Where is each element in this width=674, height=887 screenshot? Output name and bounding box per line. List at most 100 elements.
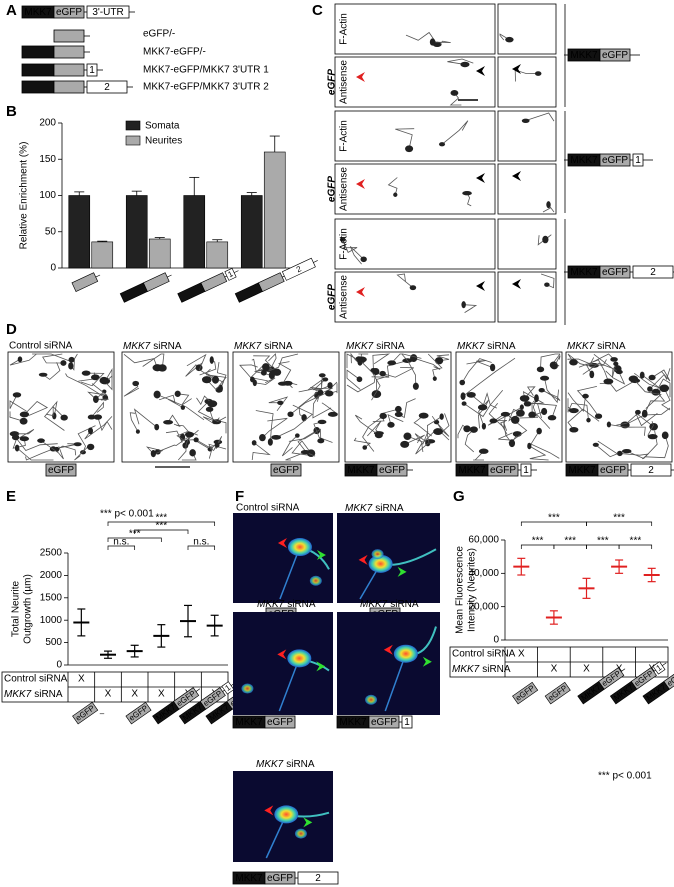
neurite [449,92,462,106]
neurite [129,412,139,432]
significance-label: *** [155,521,167,532]
cell-body [500,411,511,417]
cell-body [463,425,471,433]
cell-body [180,405,186,410]
neurite [65,373,106,398]
cell-body [541,407,548,415]
cell-body [12,392,22,398]
fluorescence-image [233,612,333,715]
neurite [567,358,595,366]
neurite [414,431,429,445]
neurite [285,451,306,461]
neurite [567,353,595,368]
table-cell: X [131,689,138,700]
construct-name: eGFP/- [143,29,175,40]
neurite [358,358,381,401]
bracket [107,521,216,526]
cell-body [400,440,410,448]
neurite [354,414,380,436]
cell-body [418,412,429,419]
image-frame [334,3,496,55]
cell-body [152,364,163,372]
cell-body [357,356,367,363]
bar [148,238,171,269]
significance-bracket: *** [553,536,587,549]
micrograph [497,3,557,55]
arrowhead [264,805,274,816]
neurite [262,417,288,438]
significance-label: n.s. [113,537,129,548]
image-frame [334,271,496,323]
table-cell: X [158,689,165,700]
gene-name: MKK7 [123,341,151,352]
error-bar [269,135,280,152]
cell-body [466,391,476,398]
arrowhead [358,554,368,565]
construct-label: eGFP [514,683,536,702]
sirna-suffix: siRNA [597,341,626,352]
y-tick-label: 20,000 [468,601,499,612]
table-cell: X [551,664,558,675]
image-frame [497,3,557,55]
cell-body [260,369,267,376]
neurite [177,434,190,461]
neurite [464,429,475,453]
sirna-title: MKK7 siRNA [567,341,626,352]
neurite [633,378,662,409]
arrowhead [512,279,521,289]
construct-glyph: MKK7 eGFP 1 [564,153,653,167]
panel-label: E [6,488,16,505]
cell-body [459,379,466,386]
neurite [307,375,323,391]
cell-body [489,363,496,372]
cell-body [214,442,220,448]
construct-glyph: – [100,709,105,718]
gene-name: MKK7 [457,341,485,352]
error-bar [97,240,108,242]
cell-body [433,428,443,436]
neurite [608,424,646,436]
error-bar [154,237,165,239]
arrowhead [356,179,365,189]
arrowhead [476,173,485,183]
bracket [107,537,162,542]
y-tick-label: 500 [45,637,62,648]
micrograph [565,351,673,463]
fluorescence-image [337,513,440,603]
cell-body [93,414,103,420]
construct-box [224,267,237,281]
image-frame [233,513,333,603]
cell-body [37,438,45,443]
gene-name: MKK7 [256,759,284,770]
neurite [84,416,113,440]
neurite [9,394,27,412]
sirna-suffix: siRNA [286,759,315,770]
cell-body [301,414,307,422]
neurite [362,415,384,452]
cell-body [11,434,20,441]
micrograph [497,110,557,162]
neurite [463,304,478,313]
neurite [239,364,258,380]
construct-label: eGFP [602,50,628,61]
panel-label: B [6,103,17,120]
cell-body [628,375,639,383]
cell-body [19,417,28,425]
micrograph [497,163,557,215]
neurite [645,435,669,459]
cell-body [379,412,387,420]
construct-label: – [100,709,105,718]
neurite [436,354,450,362]
cell-body [544,282,550,287]
cell-body [586,417,591,423]
significance-label: *** [155,513,167,524]
y-tick-label: 0 [493,635,499,646]
construct-box [125,701,152,725]
construct-glyph: MKK7 eGFP 1 [336,715,413,729]
sirna-suffix: siRNA [376,341,405,352]
y-tick-label: 1500 [40,592,63,603]
construct-label: eGFP [547,683,569,702]
sirna-suffix: siRNA [153,341,182,352]
construct-label: eGFP [371,717,397,728]
construct-glyph: 1 [177,267,239,303]
